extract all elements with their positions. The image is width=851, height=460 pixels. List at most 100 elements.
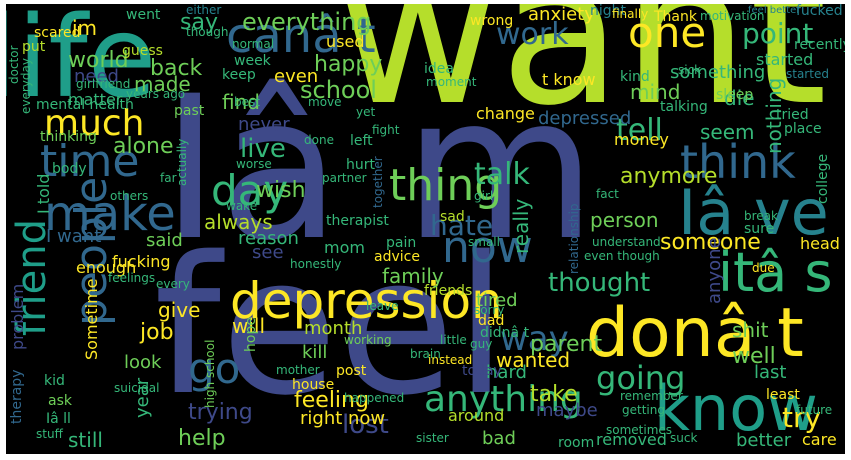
word-stuff: stuff [36, 427, 63, 441]
word-understand: understand [592, 235, 661, 249]
word-either: either [186, 4, 222, 17]
word-didnt: didnâ t [480, 325, 530, 341]
word-die: die [724, 86, 755, 110]
word-point: point [742, 17, 814, 50]
word-normal: normal [232, 37, 275, 51]
word-family: family [382, 264, 444, 288]
word-every: every [156, 277, 190, 291]
word-brain: brain [410, 347, 441, 361]
word-today: today [462, 363, 502, 379]
word-say: say [180, 10, 218, 35]
word-care: care [802, 430, 837, 449]
word-maybe: maybe [536, 400, 598, 421]
word-house: house [292, 377, 335, 393]
word-therapy: therapy [9, 369, 25, 424]
word-give: give [158, 298, 201, 322]
word-around: around [448, 406, 505, 425]
word-go: go [188, 344, 241, 393]
word-work: work [496, 17, 569, 52]
word-sick: sick [678, 63, 702, 77]
word-matter: matter [68, 90, 123, 109]
word-break: break [744, 209, 778, 223]
word-moment: moment [426, 75, 477, 89]
word-past: past [174, 103, 205, 119]
word-partner: partner [322, 171, 367, 185]
word-anxiety: anxiety [528, 4, 595, 25]
word-one: one [628, 8, 707, 57]
word-put: put [22, 39, 46, 55]
word-sorry: sorry [474, 303, 505, 317]
word-kid: kid [44, 373, 65, 389]
word-tired: tired [476, 290, 518, 311]
word-high-school: high school [203, 339, 217, 408]
word-went: went [126, 7, 161, 23]
word-thing: thing [389, 160, 503, 211]
word-help: help [178, 426, 226, 451]
word-body: body [52, 161, 87, 177]
word-scared: scared [34, 25, 81, 41]
word-idea: idea [424, 61, 454, 77]
word-feelings: feelings [108, 271, 156, 285]
word-fact: fact [596, 187, 619, 201]
word-day: day [211, 166, 289, 215]
word-working: working [344, 333, 392, 347]
word-relationship: relationship [567, 203, 581, 274]
word-girlfriend: girlfriend [76, 77, 131, 91]
word-sometimes: sometimes [606, 423, 673, 437]
word-even-though: even though [584, 249, 660, 263]
word-worse: worse [236, 157, 272, 171]
word-anymore: anymore [620, 164, 718, 189]
word-used: used [326, 32, 365, 51]
word-mother: mother [276, 363, 320, 377]
word-trying: trying [188, 400, 253, 425]
word-due: due [752, 261, 775, 275]
word-removed: removed [596, 430, 667, 449]
word-recently: recently [794, 37, 845, 53]
word-finally: finally [612, 7, 649, 21]
word-month: month [304, 318, 363, 339]
word-hope: hope [243, 317, 259, 352]
word-mom: mom [324, 238, 365, 257]
word-alone: alone [113, 134, 174, 159]
word-tell: tell [616, 113, 663, 148]
word-wanted: wanted [496, 348, 571, 372]
word-guess: guess [122, 43, 163, 59]
word-never: never [238, 114, 290, 135]
word-depressed: depressed [538, 108, 632, 129]
word-will: will [232, 314, 266, 338]
word-its: itâ s [718, 241, 833, 304]
word-little: little [440, 333, 467, 347]
word-actually: actually [175, 138, 189, 186]
word-see: see [252, 242, 284, 263]
word-t-know: t know [542, 70, 596, 89]
word-mind: mind [630, 80, 681, 104]
word-im-large: Iâ m [161, 53, 597, 284]
word-started-2: started [786, 67, 829, 81]
word-remember: remember [620, 389, 683, 403]
word-know: know [654, 372, 818, 445]
word-school: school [300, 76, 377, 104]
word-pain: pain [386, 235, 417, 251]
word-anything: anything [424, 379, 583, 420]
word-hurt: hurt [346, 157, 375, 173]
word-sure: sure [744, 221, 775, 237]
word-getting: getting [622, 403, 665, 417]
word-girl: girl [474, 189, 494, 203]
word-really: really [509, 198, 533, 254]
word-problem: problem [8, 283, 27, 350]
word-move: move [308, 95, 342, 109]
word-room: room [558, 435, 595, 451]
word-wake: wake [226, 199, 258, 213]
word-talking: talking [660, 99, 708, 115]
word-job: job [140, 320, 174, 345]
word-leave: leave [366, 299, 399, 313]
word-far: far [160, 171, 177, 185]
word-mental-health: mental health [36, 97, 134, 113]
word-depression: depression [230, 272, 503, 330]
word-time: time [40, 136, 140, 187]
word-week: week [234, 53, 271, 69]
word-college: college [815, 153, 831, 204]
word-ask: ask [48, 393, 72, 409]
word-advice: advice [374, 249, 420, 265]
